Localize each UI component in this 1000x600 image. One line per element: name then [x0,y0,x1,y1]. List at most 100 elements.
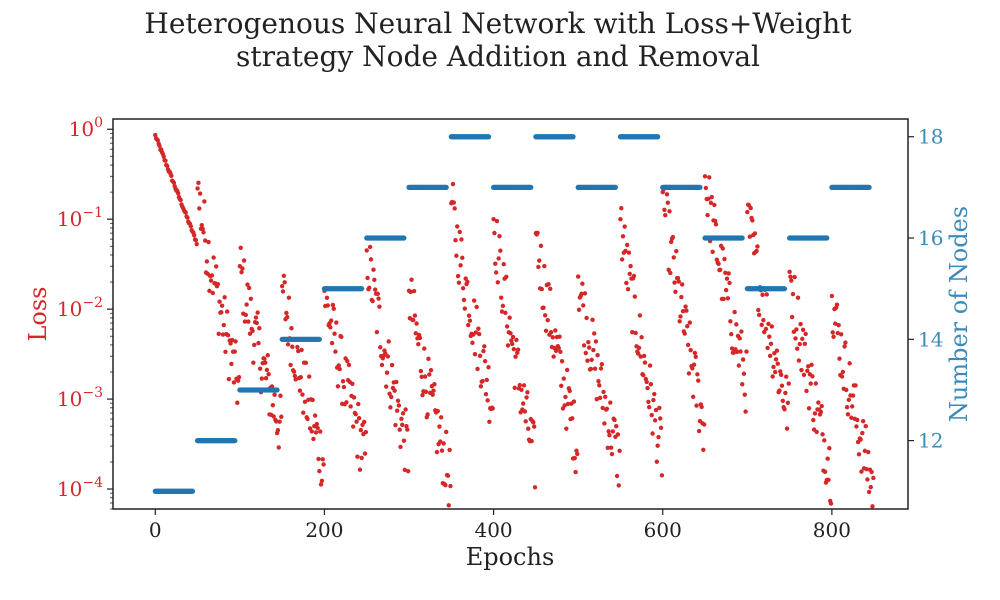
loss-point [403,407,408,412]
loss-point [718,267,723,272]
loss-point [257,326,262,331]
loss-point [862,448,868,454]
loss-point [514,337,519,343]
loss-point [478,384,484,389]
loss-point [847,361,852,366]
loss-point [765,345,770,351]
node-count-point [612,184,618,190]
loss-point [336,363,342,368]
loss-point [597,383,602,388]
loss-point [740,357,746,362]
loss-point [357,467,363,472]
loss-point [458,263,463,268]
loss-point [603,394,608,399]
loss-point [329,340,335,346]
loss-point [493,261,498,266]
loss-point [282,280,287,285]
loss-point [385,354,391,359]
loss-point [454,253,459,258]
loss-point [597,395,603,401]
right-axis-ticks: 12 14 16 18 [908,125,943,453]
loss-point [734,349,740,355]
loss-point [430,392,435,397]
loss-point [383,384,389,389]
loss-point [320,457,325,462]
loss-point [811,417,816,423]
loss-point [210,290,215,296]
loss-point [773,357,779,362]
loss-point [687,320,692,325]
loss-point [222,295,227,300]
left-tick-label: 10−3 [57,385,103,411]
loss-point [321,462,326,467]
loss-point [416,342,421,347]
loss-point [855,417,860,423]
loss-point [685,342,691,348]
loss-point [252,342,257,348]
loss-point [229,361,234,367]
loss-point [693,354,698,359]
loss-point [364,248,369,253]
loss-point [668,270,673,276]
loss-point [590,317,595,323]
loss-point [684,308,689,313]
loss-point [248,296,254,301]
loss-point [470,340,475,345]
loss-point [739,329,744,334]
loss-point [171,180,177,185]
loss-point [652,391,657,397]
loss-point [482,344,487,349]
loss-point [601,389,606,395]
loss-point [625,286,631,292]
loss-point [378,345,383,350]
loss-point [523,419,528,424]
loss-point [826,477,831,483]
loss-point [219,303,225,308]
loss-point [860,430,865,436]
loss-point [519,387,524,392]
loss-point [379,362,385,368]
node-count-point [443,184,449,190]
loss-point [723,270,728,276]
loss-point [663,212,668,218]
loss-point [799,367,804,373]
loss-point [801,372,807,378]
loss-point [542,313,548,318]
loss-point [773,369,778,375]
loss-point [492,230,497,236]
loss-point [556,345,561,351]
loss-point [354,419,359,424]
chart-title-line-1: Heterogenous Neural Network with Loss+We… [144,7,852,40]
loss-point [504,274,509,280]
loss-point [217,299,222,304]
loss-point [353,411,358,417]
loss-point [727,280,732,286]
loss-point [624,280,629,286]
loss-point [238,245,243,250]
loss-point [840,369,846,375]
loss-point [829,293,835,299]
loss-point [387,391,392,396]
loss-point [245,282,250,287]
loss-point [768,341,774,347]
loss-point [866,489,872,495]
loss-point [328,325,333,330]
loss-point [726,271,731,276]
loss-point [803,331,808,337]
loss-point [536,264,541,270]
loss-point [525,390,530,395]
loss-point [608,400,613,405]
loss-point [386,339,391,344]
loss-point [331,306,336,311]
loss-point [462,306,468,311]
loss-point [456,280,462,285]
loss-point [706,196,711,202]
loss-point [473,330,479,335]
loss-point [870,504,875,509]
loss-point [318,482,324,487]
loss-point [586,339,591,345]
loss-point [836,322,841,328]
loss-point [539,286,544,292]
loss-point [474,304,479,310]
loss-point [388,405,393,410]
